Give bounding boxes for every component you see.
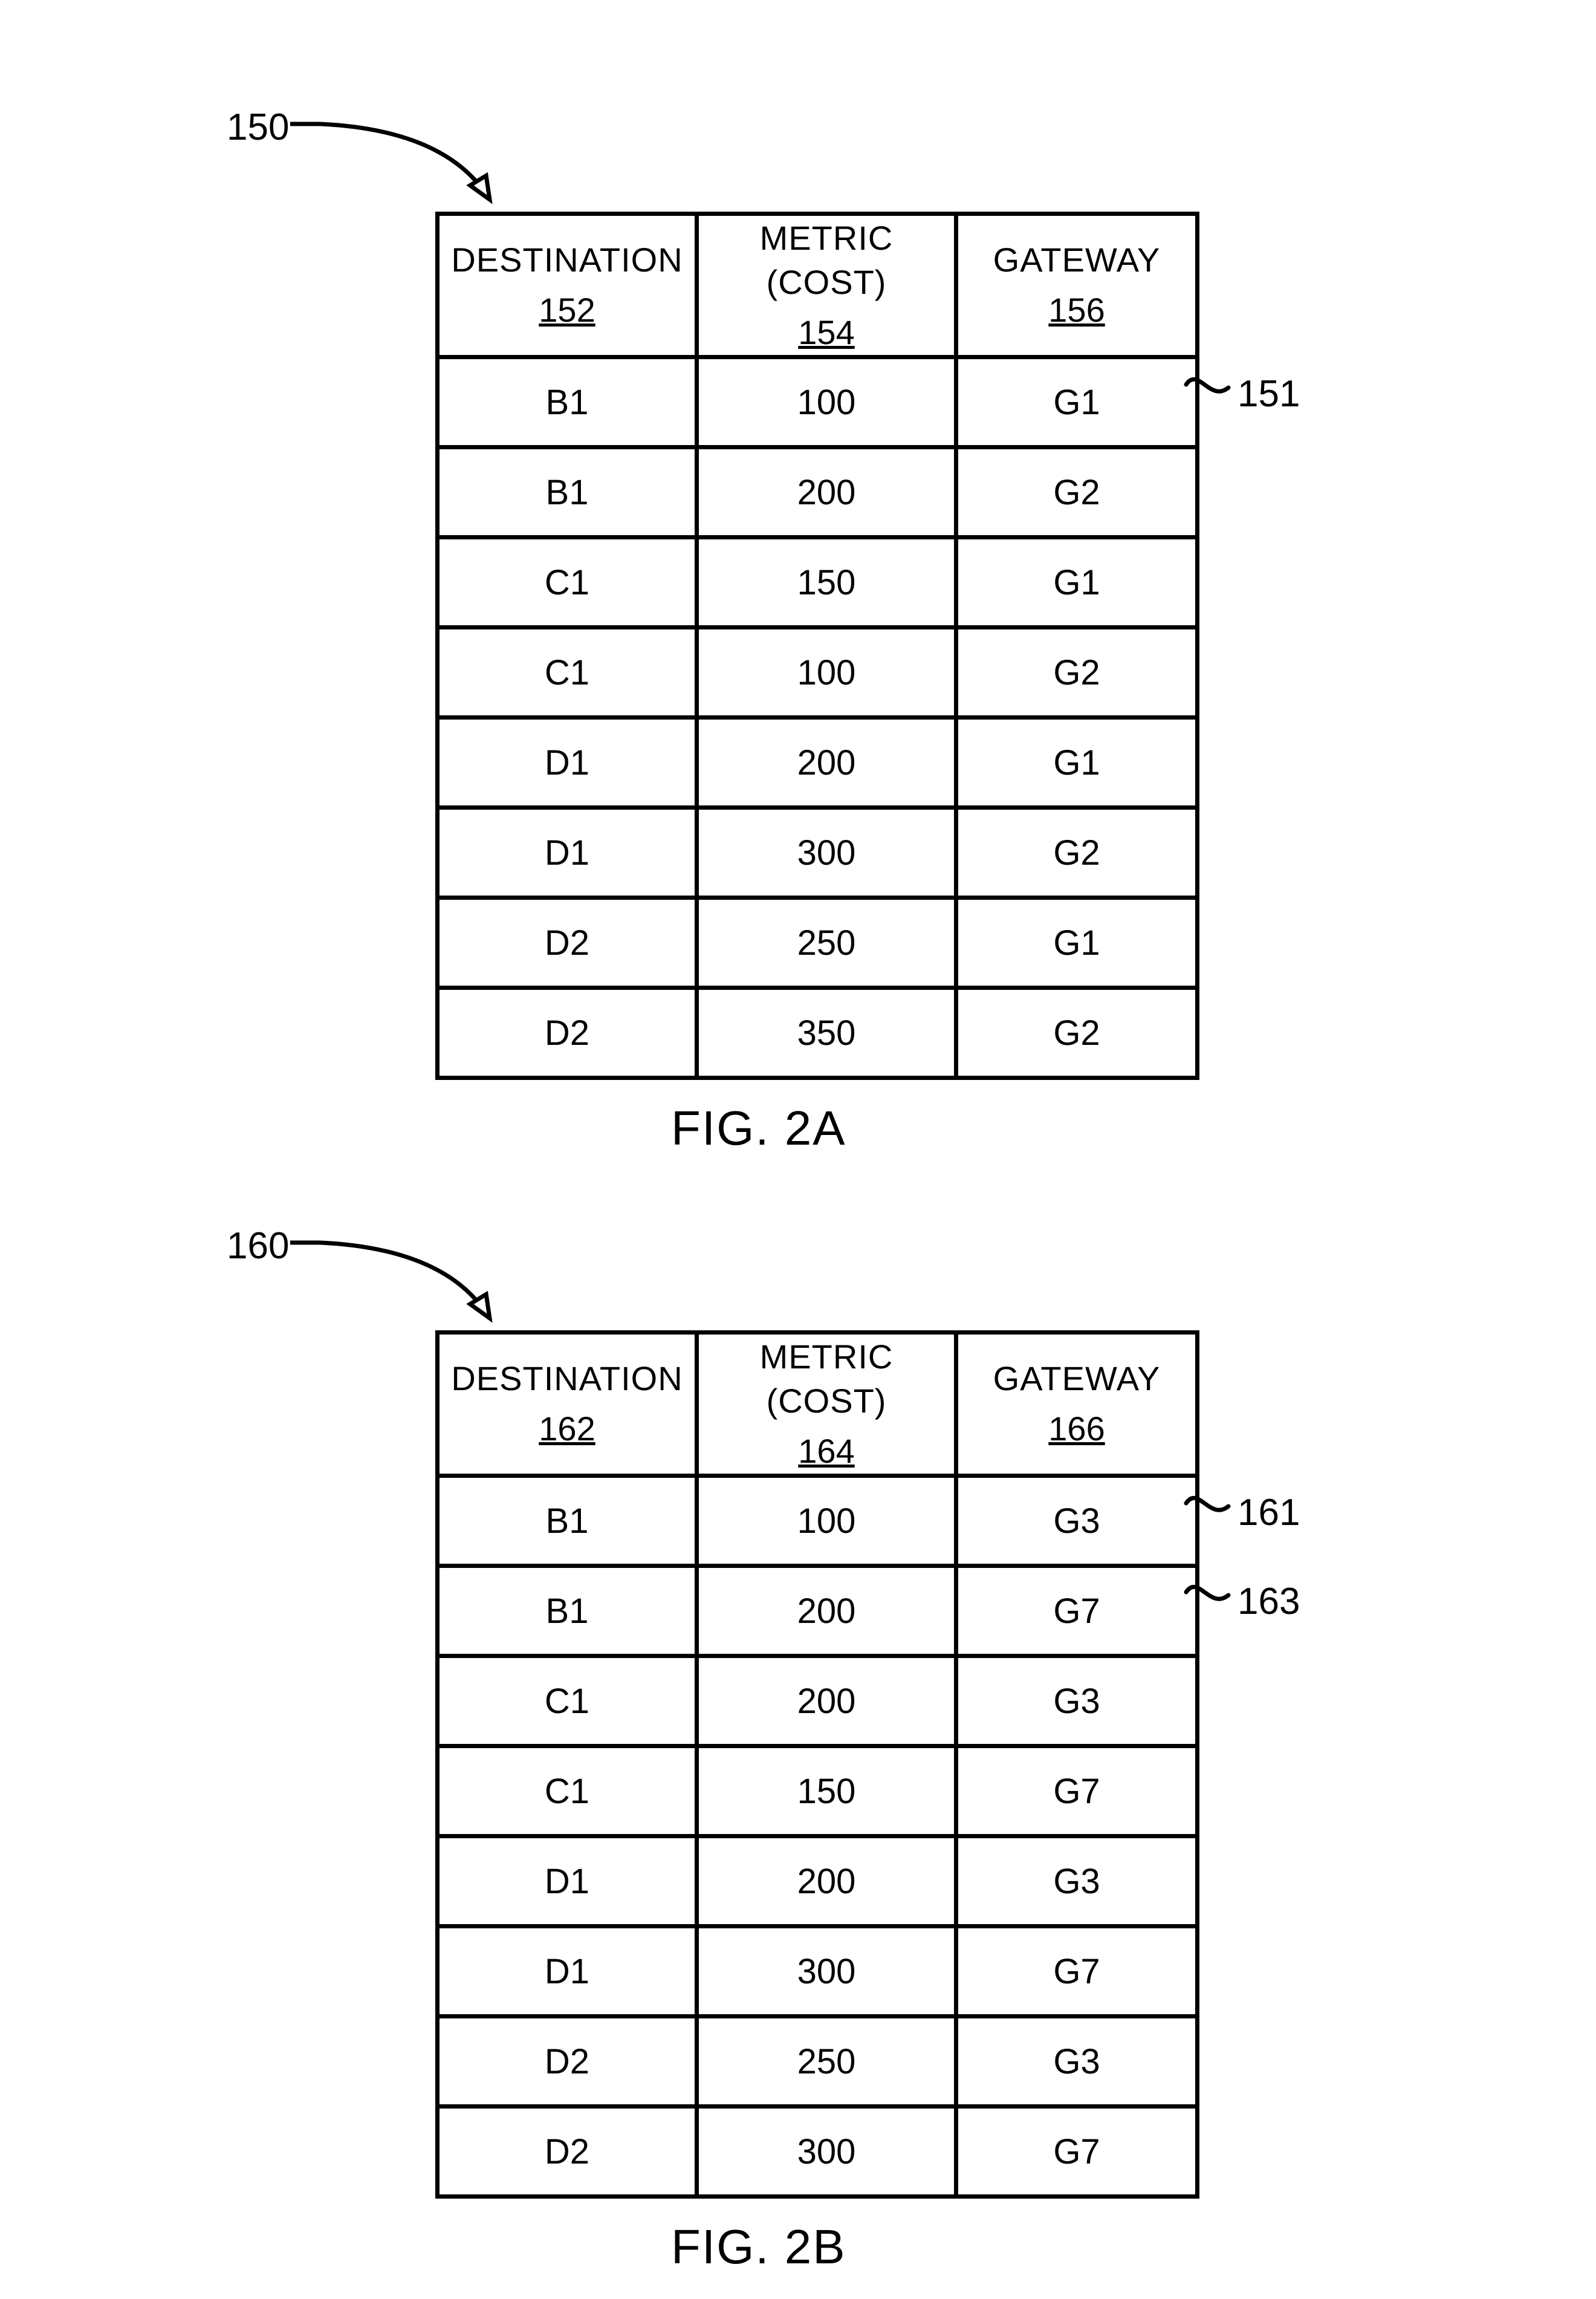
table-row: C1150G7 (438, 1746, 1198, 1836)
fig-a-table: DESTINATION 152METRIC (COST) 154GATEWAY 156… (435, 212, 1199, 1080)
table-cell: C1 (438, 1746, 697, 1836)
table-header-title: GATEWAY (959, 238, 1195, 282)
table-header-title: METRIC (COST) (699, 216, 953, 305)
table-header-title: METRIC (COST) (699, 1335, 953, 1423)
table-cell: 250 (697, 898, 956, 988)
table-header-title: DESTINATION (440, 1357, 694, 1401)
fig-a-ref-num: 150 (227, 106, 289, 149)
table-cell: G2 (956, 808, 1198, 898)
table-cell: B1 (438, 447, 697, 538)
table-cell: 300 (697, 1927, 956, 2017)
row-callout: 161 (1183, 1482, 1244, 1546)
table-cell: C1 (438, 538, 697, 628)
table-row: D1200G3 (438, 1836, 1198, 1927)
table-header: DESTINATION 162 (438, 1333, 697, 1476)
table-cell: D1 (438, 808, 697, 898)
table-row: D1300G2 (438, 808, 1198, 898)
table-cell: 200 (697, 447, 956, 538)
row-callout: 163 (1183, 1571, 1244, 1634)
table-row: D2250G1 (438, 898, 1198, 988)
table-header: DESTINATION 152 (438, 214, 697, 357)
table-cell: 350 (697, 988, 956, 1078)
table-row: D1200G1 (438, 718, 1198, 808)
table-header: METRIC (COST) 154 (697, 214, 956, 357)
table-cell: 250 (697, 2017, 956, 2107)
table-cell: G3 (956, 1476, 1198, 1566)
table-header-sub: 164 (699, 1429, 953, 1474)
table-cell: D2 (438, 2107, 697, 2197)
table-row: D2300G7 (438, 2107, 1198, 2197)
table-header-sub: 156 (959, 288, 1195, 333)
table-cell: 150 (697, 1746, 956, 1836)
table-cell: G1 (956, 718, 1198, 808)
table-cell: 200 (697, 718, 956, 808)
table-cell: G1 (956, 898, 1198, 988)
table-header-sub: 154 (699, 311, 953, 355)
table-cell: D1 (438, 718, 697, 808)
table-header-title: DESTINATION (440, 238, 694, 282)
fig-a-caption: FIG. 2A (671, 1101, 846, 1156)
table-cell: D1 (438, 1836, 697, 1927)
table-cell: C1 (438, 628, 697, 718)
table-cell: 300 (697, 2107, 956, 2197)
table-cell: 200 (697, 1566, 956, 1656)
table-cell: G3 (956, 1836, 1198, 1927)
table-cell: G1 (956, 538, 1198, 628)
fig-a-table-wrap: DESTINATION 152METRIC (COST) 154GATEWAY 156… (435, 212, 1199, 1080)
table-row: C1100G2 (438, 628, 1198, 718)
row-callout-label: 151 (1238, 372, 1300, 415)
table-header-sub: 152 (440, 288, 694, 333)
table-header: METRIC (COST) 164 (697, 1333, 956, 1476)
row-callout: 151 (1183, 363, 1244, 427)
table-cell: B1 (438, 1566, 697, 1656)
table-cell: B1 (438, 357, 697, 447)
table-row: D1300G7 (438, 1927, 1198, 2017)
table-cell: B1 (438, 1476, 697, 1566)
table-cell: 100 (697, 357, 956, 447)
row-callout-label: 163 (1238, 1580, 1300, 1623)
fig-b-ref-num: 160 (227, 1224, 289, 1267)
table-header: GATEWAY 166 (956, 1333, 1198, 1476)
table-header-title: GATEWAY (959, 1357, 1195, 1401)
table-cell: D1 (438, 1927, 697, 2017)
table-header-sub: 162 (440, 1407, 694, 1451)
table-cell: G7 (956, 1566, 1198, 1656)
table-header-sub: 166 (959, 1407, 1195, 1451)
table-row: B1200G2 (438, 447, 1198, 538)
table-cell: G3 (956, 2017, 1198, 2107)
table-cell: D2 (438, 988, 697, 1078)
table-row: D2350G2 (438, 988, 1198, 1078)
table-header: GATEWAY 156 (956, 214, 1198, 357)
table-cell: G7 (956, 1927, 1198, 2017)
table-cell: G1 (956, 357, 1198, 447)
table-cell: D2 (438, 898, 697, 988)
fig-b-caption: FIG. 2B (671, 2219, 846, 2275)
table-cell: D2 (438, 2017, 697, 2107)
table-cell: 150 (697, 538, 956, 628)
table-cell: 200 (697, 1656, 956, 1746)
table-cell: G7 (956, 2107, 1198, 2197)
table-row: B1200G7 (438, 1566, 1198, 1656)
table-row: B1100G3 (438, 1476, 1198, 1566)
table-cell: G7 (956, 1746, 1198, 1836)
table-cell: G3 (956, 1656, 1198, 1746)
table-cell: G2 (956, 628, 1198, 718)
fig-b-table: DESTINATION 162METRIC (COST) 164GATEWAY 166… (435, 1330, 1199, 2199)
table-row: D2250G3 (438, 2017, 1198, 2107)
table-cell: C1 (438, 1656, 697, 1746)
table-cell: 300 (697, 808, 956, 898)
table-cell: 100 (697, 1476, 956, 1566)
table-row: C1200G3 (438, 1656, 1198, 1746)
row-callout-label: 161 (1238, 1491, 1300, 1534)
table-row: B1100G1 (438, 357, 1198, 447)
table-cell: 100 (697, 628, 956, 718)
fig-b-table-wrap: DESTINATION 162METRIC (COST) 164GATEWAY 166… (435, 1330, 1199, 2199)
table-cell: G2 (956, 988, 1198, 1078)
table-cell: G2 (956, 447, 1198, 538)
table-row: C1150G1 (438, 538, 1198, 628)
table-cell: 200 (697, 1836, 956, 1927)
page: 150 DESTINATION152METRIC (COST)154GATEWA… (0, 0, 1596, 2299)
